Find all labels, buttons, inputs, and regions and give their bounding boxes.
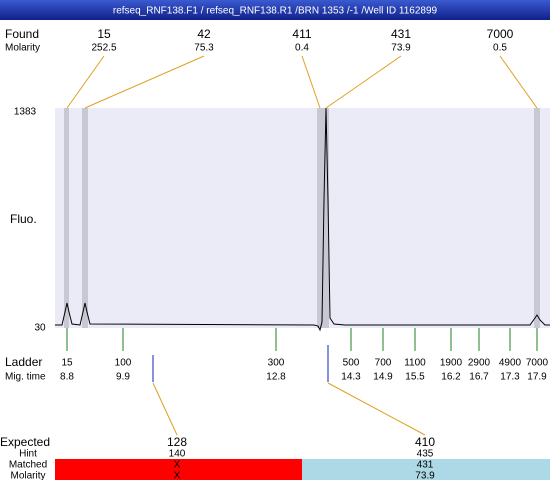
peak-connector	[84, 55, 205, 109]
ladder-size: 4900	[499, 358, 522, 369]
expected-hint: 140	[169, 449, 186, 460]
ladder-size: 300	[268, 358, 285, 369]
found-molarity: 75.3	[194, 43, 214, 54]
ladder-size: 15	[61, 358, 73, 369]
found-molarity: 0.5	[493, 43, 507, 54]
plot-area	[55, 108, 550, 328]
y-max: 1383	[14, 107, 37, 118]
y-min: 30	[34, 323, 46, 334]
expected-matched: X	[174, 460, 181, 471]
ladder-size: 7000	[526, 358, 549, 369]
ladder-time: 14.3	[341, 372, 361, 383]
expected-molarity: 73.9	[415, 471, 435, 480]
ladder-size: 100	[115, 358, 132, 369]
expected-label: Expected	[0, 435, 50, 449]
ladder-time: 9.9	[116, 372, 130, 383]
expected-size: 128	[167, 435, 187, 449]
unmatched-bar	[55, 459, 302, 480]
peak-connector	[66, 55, 105, 109]
found-size: 42	[197, 27, 211, 41]
found-size: 15	[97, 27, 111, 41]
ladder-time: 17.3	[500, 372, 520, 383]
connector	[327, 382, 426, 436]
title: refseq_RNF138.F1 / refseq_RNF138.R1 /BRN…	[113, 6, 438, 17]
found-size: 431	[391, 27, 411, 41]
found-molarity: 73.9	[391, 43, 411, 54]
ladder-time: 14.9	[373, 372, 393, 383]
ladder-size: 500	[343, 358, 360, 369]
ladder-time: 17.9	[527, 372, 547, 383]
trace	[55, 107, 550, 332]
ladder-time: 15.5	[405, 372, 425, 383]
found-sublabel: Molarity	[5, 43, 40, 54]
ladder-time: 16.2	[441, 372, 461, 383]
peak-connector	[301, 55, 321, 109]
row-label: Hint	[19, 449, 37, 460]
ladder-time: 16.7	[469, 372, 489, 383]
connector	[152, 382, 178, 436]
row-label: Molarity	[10, 471, 45, 480]
peak-bands	[64, 108, 540, 328]
title-bar	[0, 0, 550, 20]
expected-molarity: X	[174, 471, 181, 480]
expected-hint: 435	[417, 449, 434, 460]
matched-bar	[302, 459, 550, 480]
found-size: 411	[292, 27, 311, 41]
ladder-size: 1100	[404, 358, 426, 369]
ladder-time: 12.8	[266, 372, 286, 383]
row-label: Matched	[9, 460, 47, 471]
ladder-size: 700	[375, 358, 392, 369]
found-size: 7000	[487, 27, 514, 41]
ladder-time: 8.8	[60, 372, 74, 383]
found-molarity: 252.5	[91, 43, 116, 54]
expected-size: 410	[415, 435, 435, 449]
peak-connector	[499, 55, 538, 109]
ladder-label: Ladder	[5, 355, 42, 369]
found-label: Found	[5, 27, 39, 41]
peak-connector	[325, 55, 402, 109]
ladder-size: 1900	[440, 358, 463, 369]
expected-matched: 431	[417, 460, 434, 471]
y-label: Fluo.	[10, 212, 37, 226]
ladder-sublabel: Mig. time	[5, 372, 46, 383]
found-molarity: 0.4	[295, 43, 309, 54]
ladder-size: 2900	[468, 358, 491, 369]
